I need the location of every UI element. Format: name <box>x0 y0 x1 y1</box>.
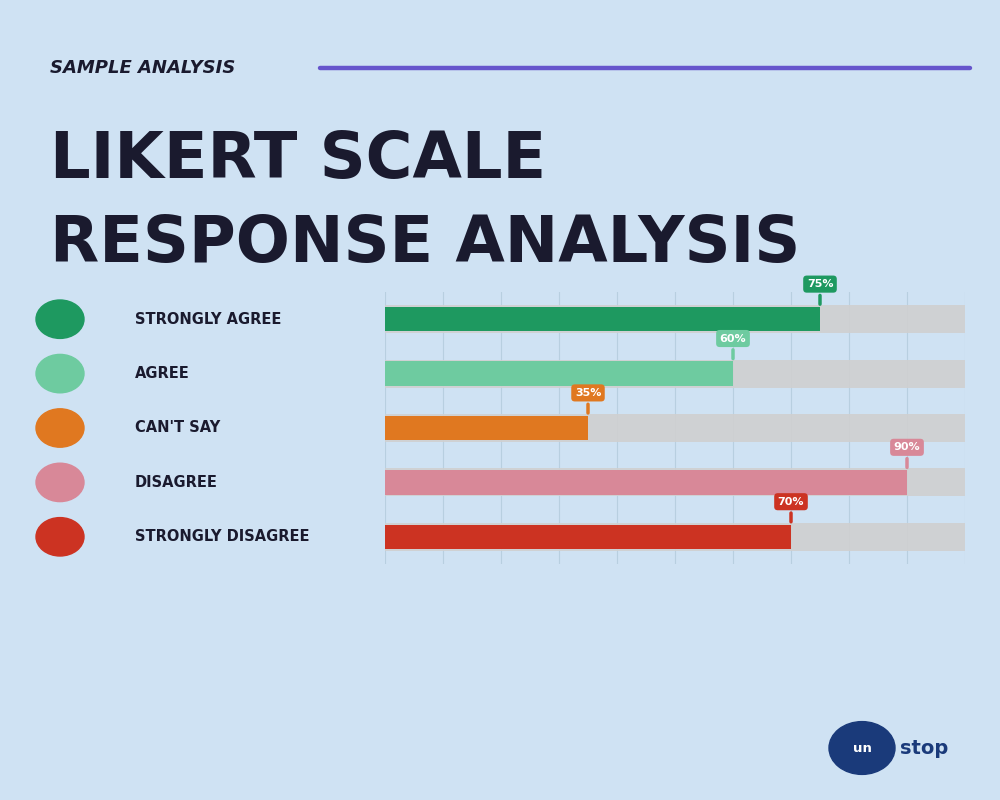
Text: 35%: 35% <box>575 388 601 413</box>
Bar <box>385 359 965 388</box>
Bar <box>385 307 820 331</box>
Text: 70%: 70% <box>778 497 804 522</box>
Circle shape <box>36 463 84 502</box>
Text: CAN'T SAY: CAN'T SAY <box>135 421 220 435</box>
Bar <box>385 470 907 494</box>
Text: AGREE: AGREE <box>135 366 190 381</box>
Bar <box>385 522 965 551</box>
Text: SAMPLE ANALYSIS: SAMPLE ANALYSIS <box>50 59 235 77</box>
Bar <box>385 468 965 497</box>
Bar <box>385 362 733 386</box>
Text: STRONGLY DISAGREE: STRONGLY DISAGREE <box>135 530 310 544</box>
Text: stop: stop <box>900 738 948 758</box>
Circle shape <box>36 518 84 556</box>
Bar <box>385 416 588 440</box>
Bar <box>385 414 965 442</box>
Text: DISAGREE: DISAGREE <box>135 475 218 490</box>
Text: 60%: 60% <box>720 334 746 358</box>
Text: 75%: 75% <box>807 279 833 304</box>
Text: RESPONSE ANALYSIS: RESPONSE ANALYSIS <box>50 213 800 275</box>
Text: STRONGLY AGREE: STRONGLY AGREE <box>135 312 281 326</box>
Text: LIKERT SCALE: LIKERT SCALE <box>50 129 546 191</box>
Text: 90%: 90% <box>894 442 920 467</box>
Circle shape <box>36 354 84 393</box>
Text: un: un <box>853 742 871 754</box>
Circle shape <box>36 300 84 338</box>
Circle shape <box>829 722 895 774</box>
Bar <box>385 525 791 549</box>
Circle shape <box>36 409 84 447</box>
Bar <box>385 305 965 334</box>
